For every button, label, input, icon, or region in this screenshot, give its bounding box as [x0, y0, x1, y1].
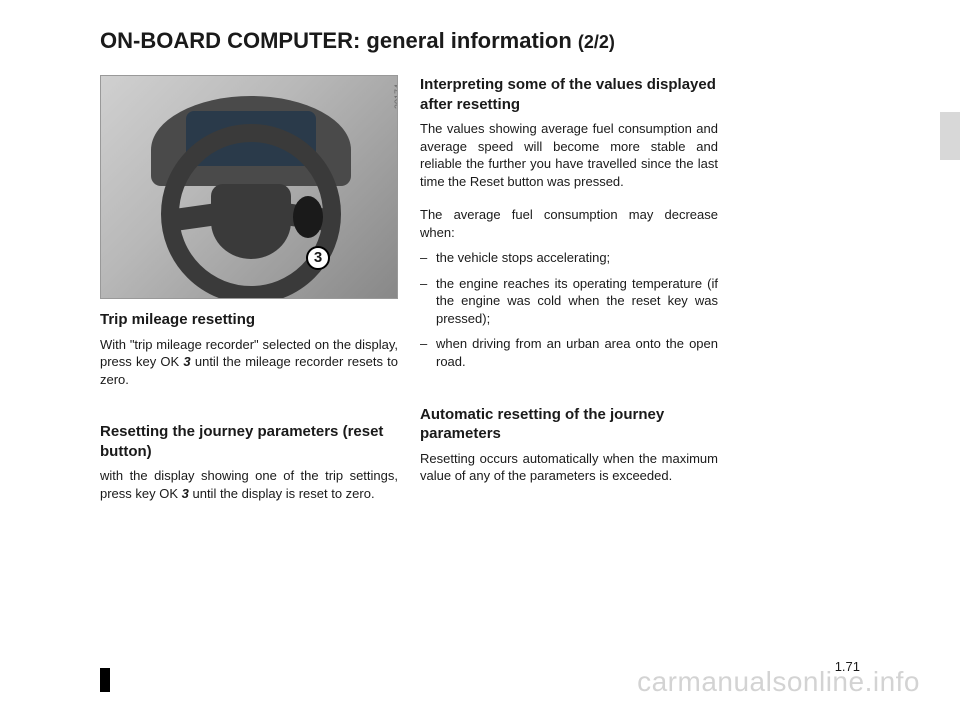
heading-reset-journey: Resetting the journey parameters (reset …: [100, 422, 398, 461]
heading-interpreting: Interpreting some of the values displaye…: [420, 75, 718, 114]
paragraph-interpreting-2: The average fuel consumption may decreas…: [420, 206, 718, 241]
text-span: until the display is reset to zero.: [189, 486, 375, 501]
control-pad-shape: [293, 196, 323, 238]
callout-3: 3: [306, 246, 330, 270]
heading-trip-mileage: Trip mileage resetting: [100, 310, 398, 330]
paragraph-interpreting-1: The values showing average fuel consumpt…: [420, 120, 718, 190]
list-item: when driving from an urban area onto the…: [420, 335, 718, 370]
steering-hub-shape: [211, 184, 291, 259]
footer-mark: [100, 668, 110, 692]
list-item: the engine reaches its operating tempera…: [420, 275, 718, 328]
list-item: the vehicle stops accelerating;: [420, 249, 718, 267]
side-tab: [940, 112, 960, 160]
paragraph-trip-mileage: With "trip mileage recorder" selected on…: [100, 336, 398, 389]
right-column: Interpreting some of the values displaye…: [420, 75, 718, 501]
key-ref: 3: [183, 354, 190, 369]
bullet-list: the vehicle stops accelerating; the engi…: [420, 249, 718, 370]
paragraph-automatic-reset: Resetting occurs automatically when the …: [420, 450, 718, 485]
left-column: Trip mileage resetting With "trip mileag…: [100, 310, 398, 518]
key-ref: 3: [182, 486, 189, 501]
watermark: carmanualsonline.info: [637, 666, 920, 698]
page-title: ON-BOARD COMPUTER: general information (…: [100, 28, 615, 54]
title-part: (2/2): [578, 32, 615, 52]
heading-automatic-reset: Automatic resetting of the journey param…: [420, 405, 718, 444]
title-main: ON-BOARD COMPUTER: general information: [100, 28, 578, 53]
photo-id: 39174: [393, 84, 398, 109]
paragraph-reset-journey: with the display showing one of the trip…: [100, 467, 398, 502]
steering-wheel-figure: 39174: [100, 75, 398, 299]
